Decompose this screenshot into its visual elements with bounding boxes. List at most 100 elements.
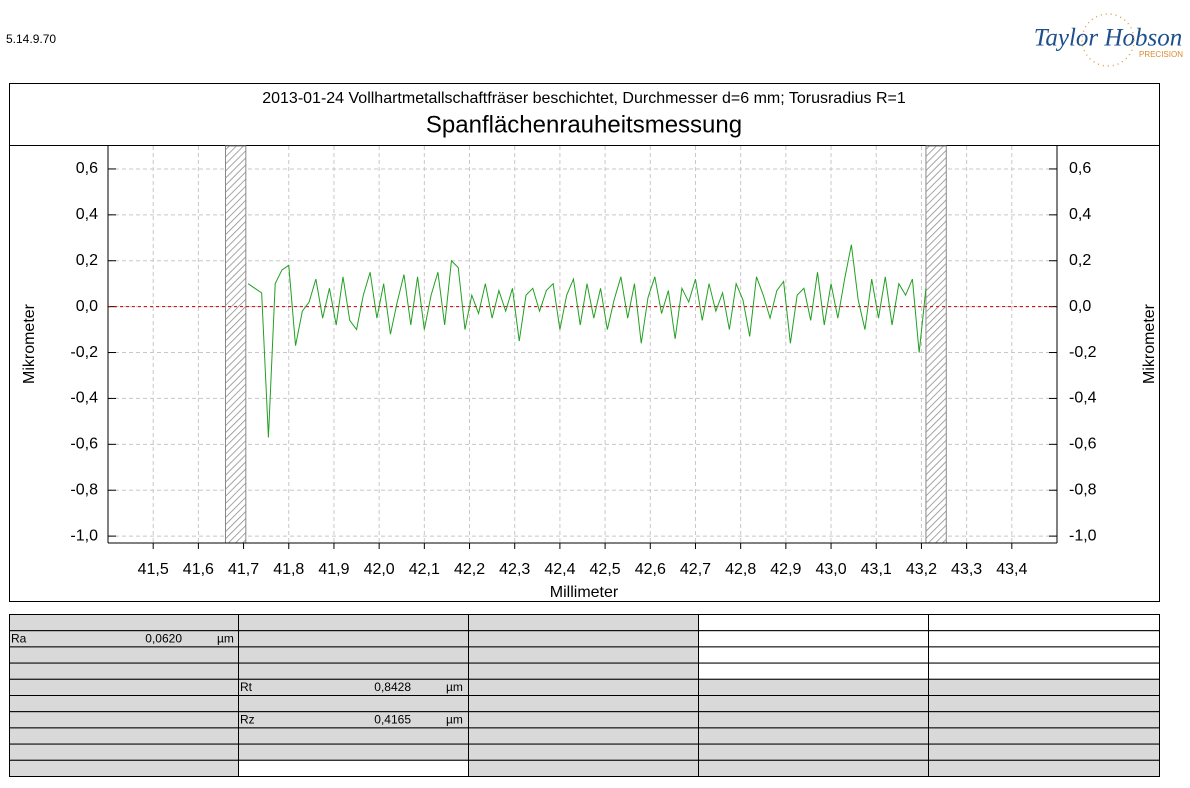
param-name: Rz [240, 712, 255, 726]
table-cell [9, 695, 239, 713]
x-tick-label: 43,1 [861, 561, 892, 578]
plot: 0,6 0,6 0,4 0,4 0,2 0,2 0,0 0,0 -0,2 -0,2 -0,4 -0,4… [70, 145, 1097, 578]
table-cell [698, 727, 929, 745]
x-tick-label: 43,2 [906, 561, 937, 578]
y-tick-label: 0,0 [76, 298, 98, 315]
x-tick-label: 42,7 [680, 561, 711, 578]
y-tick-label: 0,6 [76, 160, 98, 177]
table-cell [698, 646, 929, 664]
table-cell [928, 614, 1160, 632]
x-tick-label: 41,9 [318, 561, 349, 578]
x-tick-label: 41,6 [183, 561, 214, 578]
table-cell [238, 662, 469, 680]
table-cell [9, 759, 239, 777]
y-tick-label: -0,6 [70, 436, 98, 453]
table-cell [698, 695, 929, 713]
table-cell [9, 711, 239, 729]
version: 5.14.9.70 [6, 32, 56, 46]
param-unit: µm [446, 680, 463, 694]
y2-tick-label: -0,8 [1069, 481, 1097, 498]
table-cell [468, 662, 699, 680]
y-axis-label: Mikrometer [21, 303, 38, 384]
table-cell [928, 695, 1160, 713]
table-cell [468, 727, 699, 745]
table-cell [9, 743, 239, 761]
table-cell [238, 678, 469, 696]
table-cell [468, 711, 699, 729]
table-cell [9, 646, 239, 664]
x-tick-label: 42,9 [770, 561, 801, 578]
table-cell [698, 630, 929, 648]
table-cell [468, 646, 699, 664]
x-tick-label: 41,8 [273, 561, 304, 578]
chart-frame [9, 83, 1160, 602]
x-tick-label: 43,3 [951, 561, 982, 578]
y2-tick-label: 0,0 [1069, 298, 1091, 315]
y-tick-label: 0,2 [76, 252, 98, 269]
table-cell [238, 711, 469, 729]
y2-tick-label: 0,6 [1069, 160, 1091, 177]
x-axis-label: Millimeter [550, 584, 619, 601]
table-cell [468, 678, 699, 696]
x-tick-label: 41,5 [138, 561, 169, 578]
table-cell [9, 662, 239, 680]
profile-line [247, 244, 927, 438]
x-tick-label: 42,8 [725, 561, 756, 578]
table-cell [9, 678, 239, 696]
param-unit: µm [217, 631, 234, 645]
x-tick-label: 41,7 [228, 561, 259, 578]
chart-title: Spanflächenrauheitsmessung [426, 111, 742, 138]
excluded-region [925, 145, 947, 544]
table-cell [238, 743, 469, 761]
table-cell [698, 614, 929, 632]
table-cell [238, 646, 469, 664]
table-cell [468, 759, 699, 777]
y2-axis-label: Mikrometer [1141, 303, 1158, 384]
x-tick-label: 43,0 [815, 561, 846, 578]
table-cell [698, 678, 929, 696]
x-tick-label: 42,4 [544, 561, 575, 578]
x-tick-label: 42,3 [499, 561, 530, 578]
table-cell [928, 630, 1160, 648]
param-unit: µm [446, 712, 463, 726]
table-cell [928, 678, 1160, 696]
results-table: Ra 0,0620 µm Rt 0,8428 µm Rz 0,4165 µm [9, 614, 1160, 777]
table-cell [928, 743, 1160, 761]
x-tick-label: 43,4 [996, 561, 1027, 578]
table-cell [238, 614, 469, 632]
table-cell [928, 662, 1160, 680]
x-tick-label: 42,1 [409, 561, 440, 578]
excluded-region [224, 145, 247, 544]
table-cell [928, 711, 1160, 729]
logo-ring [1081, 13, 1135, 67]
table-cell [468, 630, 699, 648]
table-cell [9, 614, 239, 632]
y2-tick-label: -1,0 [1069, 527, 1097, 544]
y-tick-label: -0,8 [70, 481, 98, 498]
table-cell [698, 759, 929, 777]
table-cell [698, 743, 929, 761]
param-name: Rt [240, 680, 253, 694]
y2-tick-label: -0,6 [1069, 436, 1097, 453]
y-tick-label: 0,4 [76, 206, 98, 223]
table-cell [928, 646, 1160, 664]
logo-sub: PRECISION [1139, 50, 1183, 59]
x-tick-label: 42,2 [454, 561, 485, 578]
table-cell [468, 614, 699, 632]
table-cell [9, 727, 239, 745]
param-value: 0,8428 [374, 680, 411, 694]
table-cell [238, 630, 469, 648]
table-cell [468, 695, 699, 713]
table-cell [9, 630, 239, 648]
y-tick-label: -0,2 [70, 344, 98, 361]
param-value: 0,0620 [145, 631, 182, 645]
table-cell [698, 662, 929, 680]
x-tick-label: 42,5 [590, 561, 621, 578]
x-tick-label: 42,6 [635, 561, 666, 578]
y-tick-label: -1,0 [70, 527, 98, 544]
y2-tick-label: -0,2 [1069, 344, 1097, 361]
table-cell [928, 759, 1160, 777]
param-value: 0,4165 [374, 712, 411, 726]
y2-tick-label: -0,4 [1069, 390, 1097, 407]
